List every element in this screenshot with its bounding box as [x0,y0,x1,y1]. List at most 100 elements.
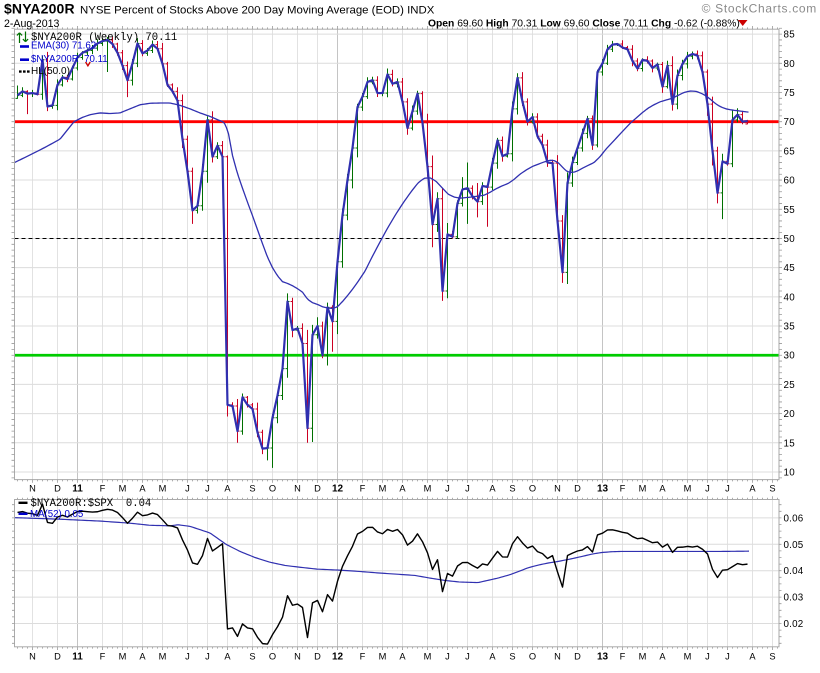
svg-text:M: M [639,652,647,662]
svg-text:45: 45 [784,263,796,274]
svg-text:M: M [119,652,127,662]
svg-text:J: J [465,652,470,662]
svg-text:M: M [424,483,432,493]
svg-text:M: M [684,483,692,493]
svg-text:M: M [159,483,167,493]
svg-text:15: 15 [784,438,796,449]
svg-text:J: J [725,483,730,493]
svg-text:F: F [620,652,626,662]
svg-text:J: J [705,652,710,662]
svg-text:A: A [139,483,146,493]
svg-text:S: S [509,652,515,662]
svg-text:M: M [424,652,432,662]
svg-text:J: J [205,483,210,493]
svg-text:© StockCharts.com: © StockCharts.com [702,2,817,16]
svg-text:$NYA200R:$SPX 0.04: $NYA200R:$SPX 0.04 [31,498,152,510]
svg-text:A: A [749,652,756,662]
svg-text:J: J [185,483,190,493]
svg-text:N: N [294,652,301,662]
svg-text:A: A [749,483,756,493]
svg-text:M: M [159,652,167,662]
svg-text:55: 55 [784,205,796,216]
svg-text:30: 30 [784,351,796,362]
svg-text:0.03: 0.03 [784,593,804,604]
svg-text:$NYA200R (Weekly) 70.11: $NYA200R (Weekly) 70.11 [31,32,177,44]
svg-text:D: D [314,483,321,493]
svg-text:12: 12 [332,483,344,494]
svg-text:A: A [139,652,146,662]
svg-text:$NYA200R: $NYA200R [4,1,75,17]
svg-text:F: F [360,652,366,662]
svg-text:25: 25 [784,380,796,391]
svg-text:D: D [574,483,581,493]
svg-text:N: N [29,483,36,493]
svg-text:O: O [269,652,276,662]
svg-text:0.05: 0.05 [784,540,804,551]
svg-text:HL(50.0): HL(50.0) [31,66,70,77]
svg-text:70: 70 [784,117,796,128]
svg-text:11: 11 [72,483,83,494]
svg-text:$NYA200R 70.11: $NYA200R 70.11 [31,54,108,65]
svg-text:12: 12 [332,652,344,663]
svg-text:M: M [379,483,387,493]
svg-text:J: J [445,652,450,662]
svg-text:M: M [684,652,692,662]
svg-text:0.02: 0.02 [784,619,804,630]
svg-text:J: J [705,483,710,493]
svg-text:S: S [769,483,775,493]
svg-text:65: 65 [784,146,796,157]
svg-text:D: D [574,652,581,662]
svg-text:J: J [205,652,210,662]
svg-text:A: A [399,652,406,662]
svg-text:A: A [489,483,496,493]
svg-text:80: 80 [784,59,796,70]
svg-text:N: N [29,652,36,662]
svg-text:J: J [725,652,730,662]
svg-text:A: A [659,483,666,493]
svg-text:D: D [54,483,61,493]
svg-text:10: 10 [784,468,796,479]
svg-text:S: S [249,483,255,493]
svg-text:35: 35 [784,322,796,333]
svg-text:A: A [224,483,231,493]
svg-text:13: 13 [597,652,609,663]
svg-text:O: O [529,483,536,493]
svg-text:0.04: 0.04 [784,566,804,577]
svg-text:O: O [529,652,536,662]
svg-text:2-Aug-2013: 2-Aug-2013 [4,18,59,30]
svg-text:N: N [294,483,301,493]
svg-text:NYSE Percent of Stocks Above 2: NYSE Percent of Stocks Above 200 Day Mov… [80,5,435,17]
svg-text:O: O [269,483,276,493]
svg-text:F: F [360,483,366,493]
svg-text:J: J [445,483,450,493]
svg-text:A: A [659,652,666,662]
svg-text:N: N [554,483,561,493]
svg-text:F: F [620,483,626,493]
svg-text:J: J [185,652,190,662]
svg-text:M: M [119,483,127,493]
svg-text:60: 60 [784,176,796,187]
svg-text:S: S [769,652,775,662]
svg-text:J: J [465,483,470,493]
svg-text:F: F [100,652,106,662]
svg-text:S: S [509,483,515,493]
svg-text:A: A [399,483,406,493]
svg-text:EMA(30) 71.62: EMA(30) 71.62 [31,41,96,52]
svg-text:M: M [639,483,647,493]
svg-text:D: D [314,652,321,662]
svg-text:MA(52) 0.05: MA(52) 0.05 [30,509,83,520]
svg-text:75: 75 [784,88,796,99]
svg-text:S: S [249,652,255,662]
svg-text:F: F [100,483,106,493]
svg-text:11: 11 [72,652,83,663]
svg-text:Open 69.60 High 70.31 Low 69.6: Open 69.60 High 70.31 Low 69.60 Close 70… [428,19,740,30]
svg-text:13: 13 [597,483,609,494]
svg-text:50: 50 [784,234,796,245]
svg-text:N: N [554,652,561,662]
svg-text:20: 20 [784,409,796,420]
svg-text:A: A [489,652,496,662]
svg-text:M: M [379,652,387,662]
svg-text:D: D [54,652,61,662]
svg-text:A: A [224,652,231,662]
svg-text:0.06: 0.06 [784,513,804,524]
